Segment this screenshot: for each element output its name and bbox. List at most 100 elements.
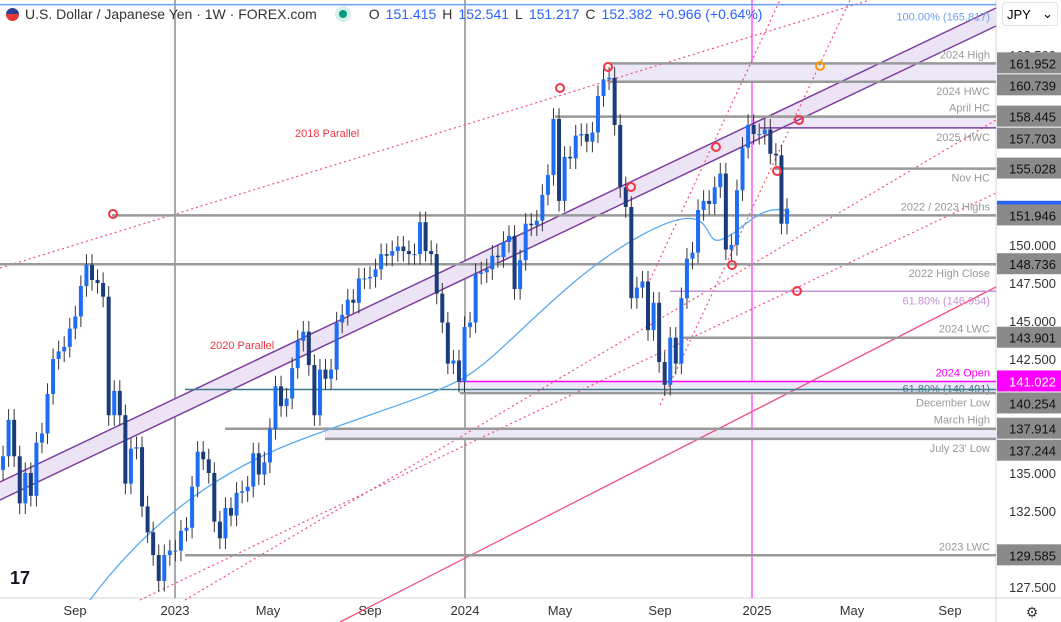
candle-body <box>657 302 662 363</box>
ohlc-open: 151.415 <box>385 6 437 22</box>
candle-body <box>618 124 623 188</box>
ohlc-high: 152.541 <box>458 6 510 22</box>
pivot-marker <box>626 182 636 192</box>
candle-body <box>406 251 411 255</box>
candle-body <box>290 368 295 399</box>
price-tag <box>997 370 1061 392</box>
price-tag <box>997 52 1061 74</box>
level-label: Nov HC <box>951 173 990 185</box>
price-tick-label: 142.500 <box>1009 352 1056 367</box>
candle-body <box>601 79 606 97</box>
resistance-zone-2024-high <box>610 63 996 82</box>
time-tick-label: Sep <box>358 603 381 618</box>
candle-body <box>746 124 751 148</box>
candle-body <box>468 322 473 328</box>
candle-body <box>462 327 467 382</box>
candle-body <box>140 447 145 507</box>
candle-body <box>284 398 289 407</box>
candle-body <box>740 147 745 191</box>
candle-body <box>345 299 350 315</box>
candle-body <box>90 264 94 280</box>
candle-body <box>273 386 278 429</box>
price-tag <box>997 74 1061 96</box>
candle-body <box>373 269 378 277</box>
candle-body <box>39 433 44 443</box>
candle-body <box>217 521 222 539</box>
candle-body <box>84 264 89 287</box>
candle-body <box>334 322 339 370</box>
candle-body <box>145 506 150 533</box>
price-tag-label: 161.952 <box>1009 56 1056 71</box>
candle-body <box>707 200 712 204</box>
candle-body <box>184 527 189 531</box>
price-tag <box>997 439 1061 461</box>
price-tick-label: 132.500 <box>1009 504 1056 519</box>
candle-body <box>473 273 478 323</box>
chevron-down-icon: ⌄ <box>1042 6 1053 21</box>
candle-body <box>434 254 439 294</box>
level-label: December Low <box>916 398 990 410</box>
candle-body <box>757 134 762 136</box>
time-tick-label: May <box>256 603 281 618</box>
candle-body <box>679 298 684 364</box>
candle-body <box>562 156 567 201</box>
candle-body <box>523 223 528 261</box>
candle-body <box>551 118 556 176</box>
candle-body <box>173 550 178 552</box>
pivot-marker <box>603 62 613 72</box>
price-tag-label: 137.914 <box>1009 422 1056 437</box>
candle-body <box>590 132 595 142</box>
price-tag-label: 151.946 <box>1009 208 1056 223</box>
candle-body <box>323 369 328 379</box>
pivot-marker <box>711 142 721 152</box>
candle-body <box>529 223 534 226</box>
time-tick-label: 2024 <box>451 603 480 618</box>
candle-body <box>507 235 511 242</box>
candle-body <box>646 281 650 331</box>
currency-select[interactable]: JPY ⌄ <box>1002 2 1058 26</box>
candle-body <box>267 428 272 463</box>
steep-trend-line <box>659 0 851 406</box>
candle-body <box>123 415 128 484</box>
price-tag <box>997 253 1061 275</box>
resistance-zone-april-hc <box>760 116 996 128</box>
candle-body <box>418 222 423 255</box>
candle-body <box>718 173 723 188</box>
time-tick-label: Sep <box>648 603 671 618</box>
level-label: 2024 LWC <box>939 324 990 336</box>
candle-body <box>690 252 695 259</box>
pivot-marker <box>792 286 802 296</box>
ohlc-close: 152.382 <box>601 6 653 22</box>
candle-body <box>673 337 678 364</box>
tradingview-logo: 17 <box>10 568 31 588</box>
candle-body <box>712 187 717 204</box>
pivot-marker <box>555 83 565 93</box>
candle-body <box>401 246 406 252</box>
candle-body <box>234 492 239 516</box>
support-zone-march-high <box>325 428 996 439</box>
price-tick-label: 127.500 <box>1009 580 1056 595</box>
candle-body <box>384 254 389 256</box>
price-tag <box>997 204 1061 226</box>
candle-body <box>167 550 172 556</box>
candle-body <box>101 283 106 297</box>
ohlc-low: 151.217 <box>528 6 580 22</box>
symbol-title[interactable]: U.S. Dollar / Japanese Yen · 1W · FOREX.… <box>25 6 317 22</box>
candle-body <box>768 129 773 154</box>
candle-body <box>540 194 545 221</box>
candle-body <box>306 331 311 366</box>
candle-body <box>629 207 634 299</box>
candle-body <box>51 359 56 394</box>
candle-body <box>128 448 133 484</box>
candle-body <box>379 254 384 270</box>
price-tick-label: 145.000 <box>1009 314 1056 329</box>
price-tag-label: 137.244 <box>1009 444 1056 459</box>
candle-body <box>17 456 22 504</box>
candle-body <box>456 360 461 382</box>
candle-body <box>201 451 206 460</box>
usd-jpy-flag-icon <box>6 7 19 21</box>
candle-body <box>229 507 233 516</box>
moving-average-line <box>89 209 791 601</box>
price-tag <box>997 105 1061 127</box>
